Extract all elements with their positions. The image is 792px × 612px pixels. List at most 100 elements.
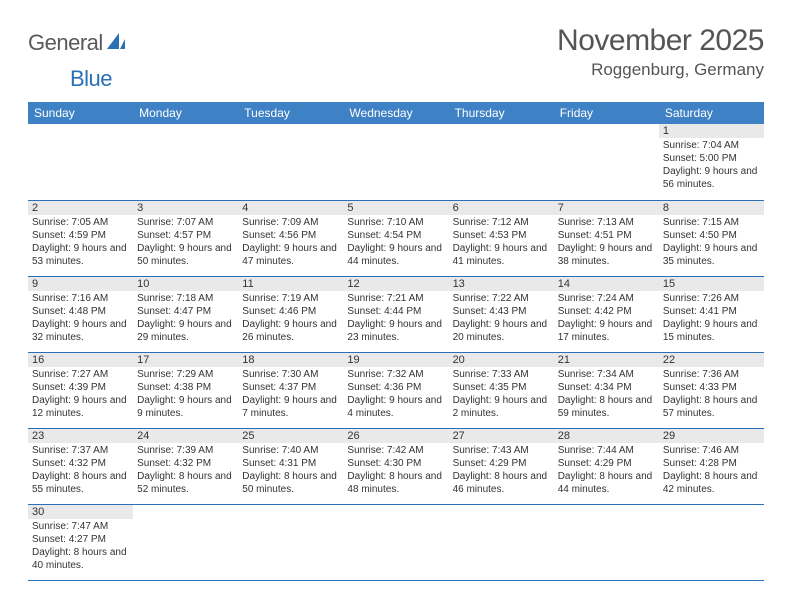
day-details: Sunrise: 7:12 AMSunset: 4:53 PMDaylight:…	[449, 215, 554, 271]
day-number: 19	[343, 353, 448, 367]
day-details: Sunrise: 7:13 AMSunset: 4:51 PMDaylight:…	[554, 215, 659, 271]
calendar-cell	[449, 504, 554, 580]
calendar-cell: 8Sunrise: 7:15 AMSunset: 4:50 PMDaylight…	[659, 200, 764, 276]
calendar-cell	[659, 504, 764, 580]
calendar-cell	[238, 504, 343, 580]
logo-word2: Blue	[70, 66, 112, 91]
location: Roggenburg, Germany	[557, 60, 764, 80]
day-details: Sunrise: 7:32 AMSunset: 4:36 PMDaylight:…	[343, 367, 448, 423]
calendar-cell: 4Sunrise: 7:09 AMSunset: 4:56 PMDaylight…	[238, 200, 343, 276]
weekday-header: Sunday	[28, 102, 133, 124]
calendar-cell: 19Sunrise: 7:32 AMSunset: 4:36 PMDayligh…	[343, 352, 448, 428]
day-number: 29	[659, 429, 764, 443]
day-number: 26	[343, 429, 448, 443]
day-details: Sunrise: 7:34 AMSunset: 4:34 PMDaylight:…	[554, 367, 659, 423]
calendar-cell: 21Sunrise: 7:34 AMSunset: 4:34 PMDayligh…	[554, 352, 659, 428]
calendar-row: 1Sunrise: 7:04 AMSunset: 5:00 PMDaylight…	[28, 124, 764, 200]
day-details: Sunrise: 7:33 AMSunset: 4:35 PMDaylight:…	[449, 367, 554, 423]
day-number: 13	[449, 277, 554, 291]
calendar-row: 9Sunrise: 7:16 AMSunset: 4:48 PMDaylight…	[28, 276, 764, 352]
calendar-cell: 28Sunrise: 7:44 AMSunset: 4:29 PMDayligh…	[554, 428, 659, 504]
weekday-header: Friday	[554, 102, 659, 124]
calendar-cell: 2Sunrise: 7:05 AMSunset: 4:59 PMDaylight…	[28, 200, 133, 276]
day-details: Sunrise: 7:21 AMSunset: 4:44 PMDaylight:…	[343, 291, 448, 347]
calendar-cell: 13Sunrise: 7:22 AMSunset: 4:43 PMDayligh…	[449, 276, 554, 352]
calendar-cell	[554, 504, 659, 580]
calendar-cell	[238, 124, 343, 200]
calendar-cell: 6Sunrise: 7:12 AMSunset: 4:53 PMDaylight…	[449, 200, 554, 276]
day-details: Sunrise: 7:07 AMSunset: 4:57 PMDaylight:…	[133, 215, 238, 271]
calendar-cell	[133, 504, 238, 580]
day-details: Sunrise: 7:19 AMSunset: 4:46 PMDaylight:…	[238, 291, 343, 347]
day-number: 1	[659, 124, 764, 138]
day-details: Sunrise: 7:10 AMSunset: 4:54 PMDaylight:…	[343, 215, 448, 271]
day-number: 2	[28, 201, 133, 215]
calendar-cell: 10Sunrise: 7:18 AMSunset: 4:47 PMDayligh…	[133, 276, 238, 352]
title-block: November 2025 Roggenburg, Germany	[557, 24, 764, 80]
logo: General	[28, 30, 129, 56]
day-number: 9	[28, 277, 133, 291]
day-number: 8	[659, 201, 764, 215]
calendar-cell: 23Sunrise: 7:37 AMSunset: 4:32 PMDayligh…	[28, 428, 133, 504]
calendar-cell: 16Sunrise: 7:27 AMSunset: 4:39 PMDayligh…	[28, 352, 133, 428]
day-details: Sunrise: 7:39 AMSunset: 4:32 PMDaylight:…	[133, 443, 238, 499]
day-details: Sunrise: 7:47 AMSunset: 4:27 PMDaylight:…	[28, 519, 133, 575]
day-number: 4	[238, 201, 343, 215]
day-details: Sunrise: 7:44 AMSunset: 4:29 PMDaylight:…	[554, 443, 659, 499]
day-number: 25	[238, 429, 343, 443]
calendar-cell	[343, 124, 448, 200]
weekday-header: Monday	[133, 102, 238, 124]
day-details: Sunrise: 7:30 AMSunset: 4:37 PMDaylight:…	[238, 367, 343, 423]
day-details: Sunrise: 7:42 AMSunset: 4:30 PMDaylight:…	[343, 443, 448, 499]
sail-icon	[105, 31, 127, 56]
calendar-cell: 14Sunrise: 7:24 AMSunset: 4:42 PMDayligh…	[554, 276, 659, 352]
day-details: Sunrise: 7:16 AMSunset: 4:48 PMDaylight:…	[28, 291, 133, 347]
calendar-cell: 12Sunrise: 7:21 AMSunset: 4:44 PMDayligh…	[343, 276, 448, 352]
day-details: Sunrise: 7:36 AMSunset: 4:33 PMDaylight:…	[659, 367, 764, 423]
calendar-row: 2Sunrise: 7:05 AMSunset: 4:59 PMDaylight…	[28, 200, 764, 276]
day-details: Sunrise: 7:43 AMSunset: 4:29 PMDaylight:…	[449, 443, 554, 499]
day-details: Sunrise: 7:26 AMSunset: 4:41 PMDaylight:…	[659, 291, 764, 347]
day-number: 3	[133, 201, 238, 215]
calendar-cell: 22Sunrise: 7:36 AMSunset: 4:33 PMDayligh…	[659, 352, 764, 428]
calendar-cell	[133, 124, 238, 200]
calendar-cell	[28, 124, 133, 200]
weekday-header: Thursday	[449, 102, 554, 124]
day-number: 18	[238, 353, 343, 367]
calendar-row: 16Sunrise: 7:27 AMSunset: 4:39 PMDayligh…	[28, 352, 764, 428]
calendar-cell: 9Sunrise: 7:16 AMSunset: 4:48 PMDaylight…	[28, 276, 133, 352]
day-details: Sunrise: 7:09 AMSunset: 4:56 PMDaylight:…	[238, 215, 343, 271]
calendar-body: 1Sunrise: 7:04 AMSunset: 5:00 PMDaylight…	[28, 124, 764, 580]
day-details: Sunrise: 7:15 AMSunset: 4:50 PMDaylight:…	[659, 215, 764, 271]
calendar-row: 30Sunrise: 7:47 AMSunset: 4:27 PMDayligh…	[28, 504, 764, 580]
calendar-cell: 17Sunrise: 7:29 AMSunset: 4:38 PMDayligh…	[133, 352, 238, 428]
day-number: 24	[133, 429, 238, 443]
calendar-cell: 7Sunrise: 7:13 AMSunset: 4:51 PMDaylight…	[554, 200, 659, 276]
day-details: Sunrise: 7:29 AMSunset: 4:38 PMDaylight:…	[133, 367, 238, 423]
day-number: 12	[343, 277, 448, 291]
day-number: 11	[238, 277, 343, 291]
day-details: Sunrise: 7:46 AMSunset: 4:28 PMDaylight:…	[659, 443, 764, 499]
day-number: 5	[343, 201, 448, 215]
calendar-cell: 1Sunrise: 7:04 AMSunset: 5:00 PMDaylight…	[659, 124, 764, 200]
day-number: 22	[659, 353, 764, 367]
weekday-header-row: SundayMondayTuesdayWednesdayThursdayFrid…	[28, 102, 764, 124]
calendar-cell: 25Sunrise: 7:40 AMSunset: 4:31 PMDayligh…	[238, 428, 343, 504]
calendar-cell: 3Sunrise: 7:07 AMSunset: 4:57 PMDaylight…	[133, 200, 238, 276]
day-details: Sunrise: 7:18 AMSunset: 4:47 PMDaylight:…	[133, 291, 238, 347]
weekday-header: Tuesday	[238, 102, 343, 124]
calendar-cell: 15Sunrise: 7:26 AMSunset: 4:41 PMDayligh…	[659, 276, 764, 352]
day-details: Sunrise: 7:05 AMSunset: 4:59 PMDaylight:…	[28, 215, 133, 271]
day-number: 27	[449, 429, 554, 443]
day-number: 17	[133, 353, 238, 367]
day-number: 7	[554, 201, 659, 215]
day-number: 16	[28, 353, 133, 367]
day-number: 15	[659, 277, 764, 291]
calendar-cell: 20Sunrise: 7:33 AMSunset: 4:35 PMDayligh…	[449, 352, 554, 428]
weekday-header: Wednesday	[343, 102, 448, 124]
calendar-cell: 5Sunrise: 7:10 AMSunset: 4:54 PMDaylight…	[343, 200, 448, 276]
calendar-row: 23Sunrise: 7:37 AMSunset: 4:32 PMDayligh…	[28, 428, 764, 504]
day-details: Sunrise: 7:22 AMSunset: 4:43 PMDaylight:…	[449, 291, 554, 347]
day-details: Sunrise: 7:27 AMSunset: 4:39 PMDaylight:…	[28, 367, 133, 423]
calendar-cell	[554, 124, 659, 200]
